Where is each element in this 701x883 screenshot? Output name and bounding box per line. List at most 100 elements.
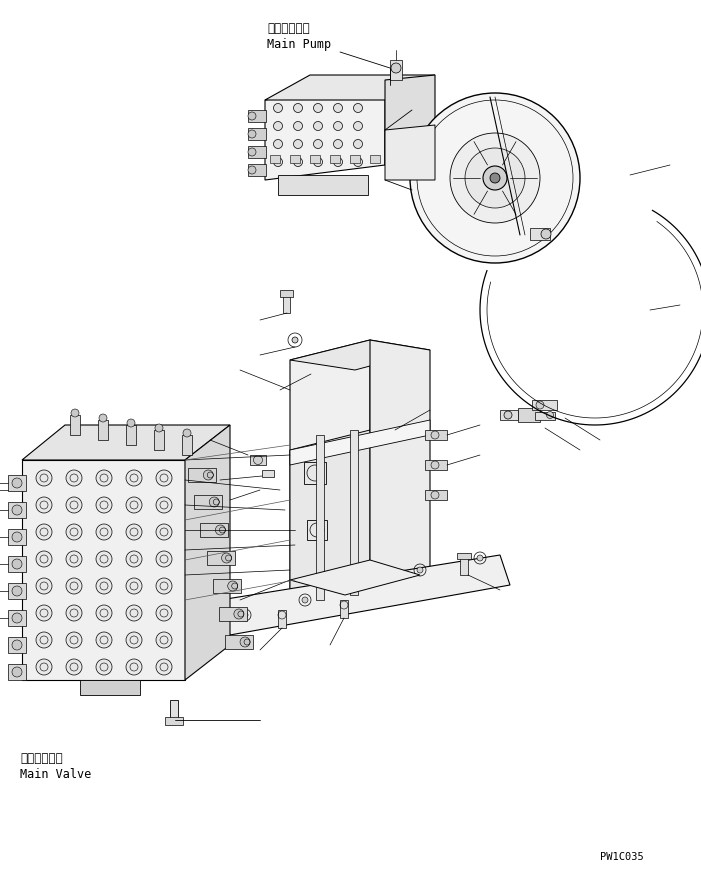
Circle shape <box>313 103 322 112</box>
Bar <box>126 425 136 445</box>
Circle shape <box>36 524 52 540</box>
Bar <box>212 579 240 593</box>
Circle shape <box>36 605 52 621</box>
Bar <box>425 430 447 440</box>
Circle shape <box>126 497 142 513</box>
Circle shape <box>248 166 256 174</box>
Circle shape <box>126 605 142 621</box>
Circle shape <box>36 659 52 675</box>
Circle shape <box>36 470 52 486</box>
Polygon shape <box>290 560 420 595</box>
Circle shape <box>36 497 52 513</box>
Polygon shape <box>385 125 435 180</box>
Polygon shape <box>220 555 510 635</box>
Bar <box>304 462 326 484</box>
Bar <box>350 155 360 163</box>
Circle shape <box>96 605 112 621</box>
Circle shape <box>417 567 423 573</box>
Bar <box>98 420 108 440</box>
Circle shape <box>12 532 22 542</box>
Bar <box>8 664 26 680</box>
Bar <box>207 551 235 565</box>
Circle shape <box>71 409 79 417</box>
Circle shape <box>273 157 283 167</box>
Bar <box>8 529 26 545</box>
Circle shape <box>96 470 112 486</box>
Bar <box>518 408 540 422</box>
Circle shape <box>156 470 172 486</box>
Circle shape <box>209 497 219 507</box>
Bar <box>8 610 26 626</box>
Bar <box>425 460 447 470</box>
Bar <box>280 290 293 297</box>
Circle shape <box>12 586 22 596</box>
Circle shape <box>66 578 82 594</box>
Bar <box>304 362 318 370</box>
Circle shape <box>156 551 172 567</box>
Bar <box>219 607 247 621</box>
Circle shape <box>66 470 82 486</box>
Bar <box>535 412 555 420</box>
Bar <box>250 455 266 465</box>
Circle shape <box>483 166 507 190</box>
Circle shape <box>307 366 315 374</box>
Circle shape <box>294 103 303 112</box>
Text: メインバルブ: メインバルブ <box>20 752 63 765</box>
Bar <box>154 430 164 450</box>
Bar <box>248 110 266 122</box>
Circle shape <box>156 605 172 621</box>
Circle shape <box>353 157 362 167</box>
Bar <box>8 583 26 599</box>
Bar <box>500 410 518 420</box>
Circle shape <box>96 578 112 594</box>
Bar <box>390 60 402 80</box>
Bar <box>330 155 340 163</box>
Circle shape <box>547 411 554 419</box>
Circle shape <box>96 551 112 567</box>
Bar <box>278 175 368 195</box>
Bar <box>316 435 324 600</box>
Circle shape <box>248 130 256 138</box>
Bar <box>182 435 192 455</box>
Bar <box>278 610 286 628</box>
Bar <box>194 495 222 509</box>
Circle shape <box>273 122 283 131</box>
Circle shape <box>242 612 248 618</box>
Circle shape <box>126 551 142 567</box>
Circle shape <box>156 524 172 540</box>
Polygon shape <box>290 430 370 600</box>
Circle shape <box>431 461 439 469</box>
Polygon shape <box>22 425 230 460</box>
Polygon shape <box>265 75 435 100</box>
Circle shape <box>127 419 135 427</box>
Bar <box>370 155 380 163</box>
Circle shape <box>228 581 238 591</box>
Circle shape <box>504 411 512 419</box>
Bar <box>283 295 290 313</box>
Circle shape <box>334 157 343 167</box>
Circle shape <box>391 63 401 73</box>
Bar <box>70 415 80 435</box>
Bar <box>290 155 300 163</box>
Circle shape <box>410 93 580 263</box>
Circle shape <box>66 551 82 567</box>
Circle shape <box>66 497 82 513</box>
Circle shape <box>234 609 244 619</box>
Bar <box>189 468 217 482</box>
Circle shape <box>66 659 82 675</box>
Bar <box>248 128 266 140</box>
Polygon shape <box>385 75 435 165</box>
Circle shape <box>126 524 142 540</box>
Circle shape <box>222 553 231 563</box>
Circle shape <box>36 551 52 567</box>
Circle shape <box>248 112 256 120</box>
Circle shape <box>12 478 22 488</box>
Bar <box>460 555 468 575</box>
Bar <box>165 717 183 725</box>
Circle shape <box>490 173 500 183</box>
Circle shape <box>334 140 343 148</box>
Circle shape <box>273 140 283 148</box>
Polygon shape <box>185 425 230 680</box>
Circle shape <box>313 157 322 167</box>
Circle shape <box>294 122 303 131</box>
